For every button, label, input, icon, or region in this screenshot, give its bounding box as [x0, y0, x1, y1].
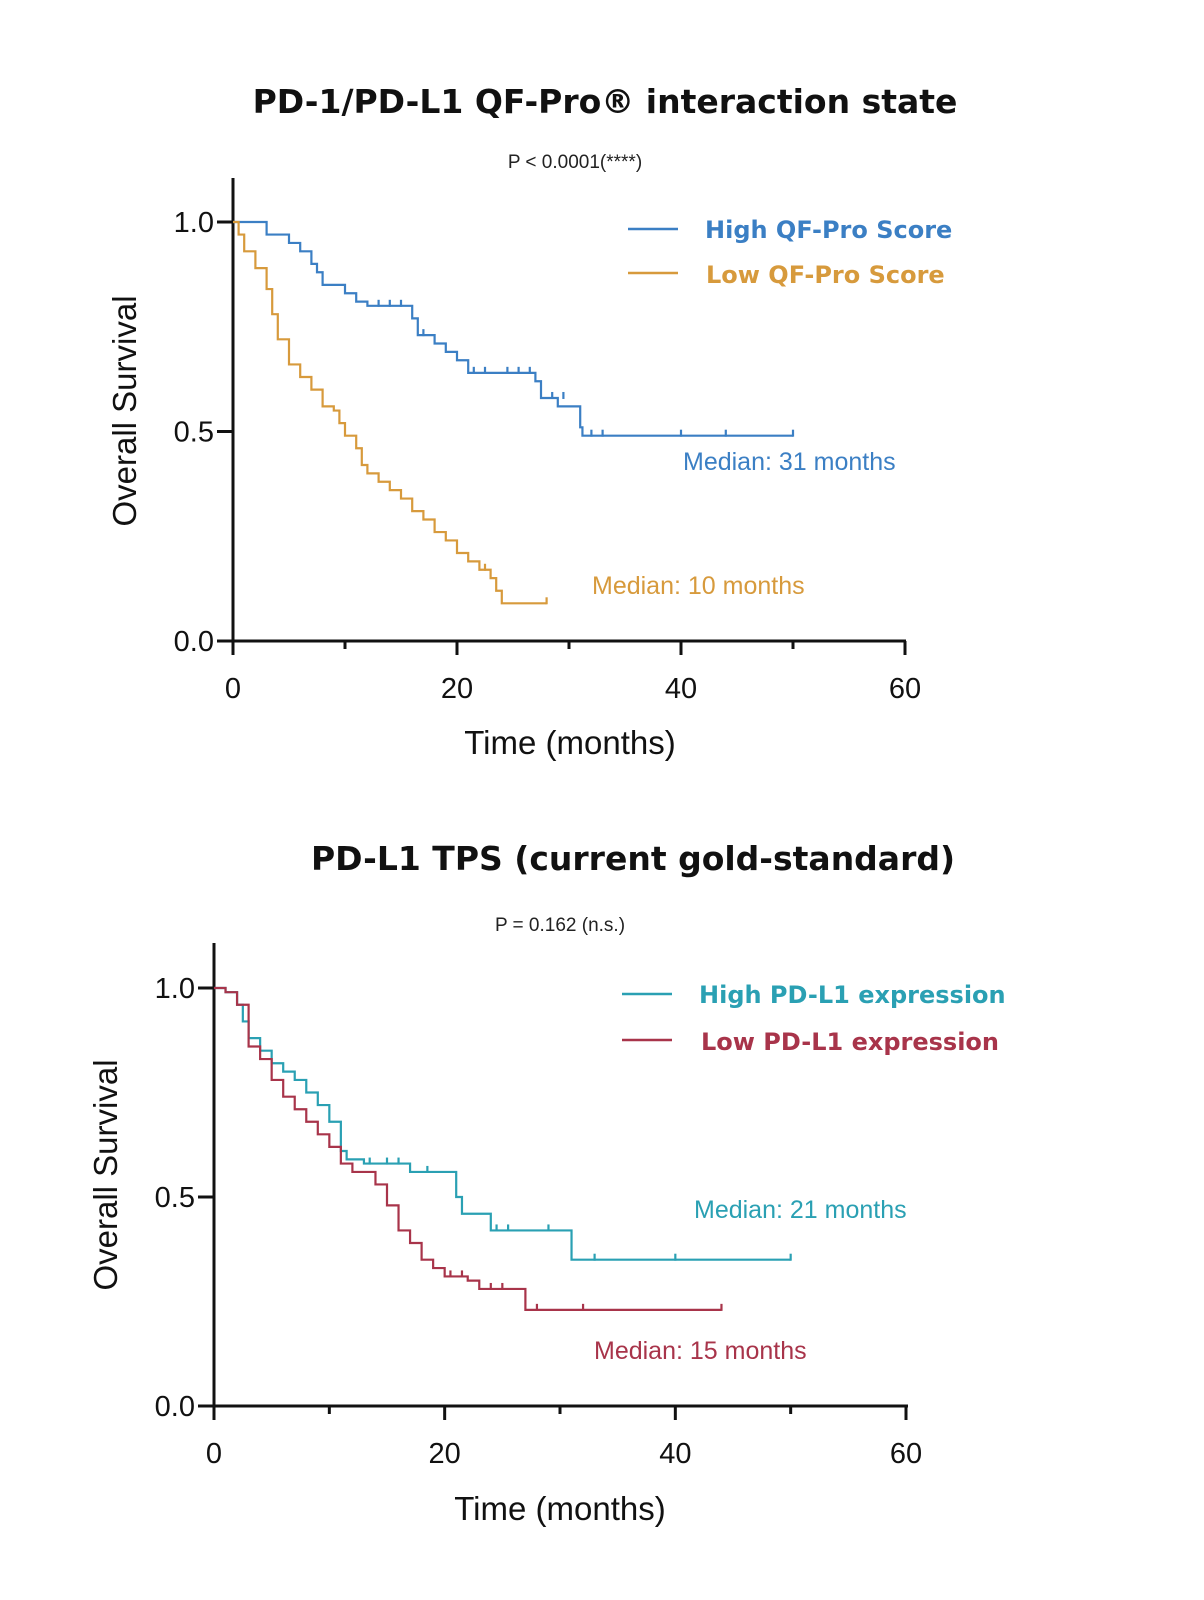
chart-1-y-tick-label: 0.5: [174, 417, 214, 449]
chart-1-ticks: 0 20 40 60 0.0 0.5 1.0: [174, 207, 921, 705]
chart-1-x-label: Time (months): [464, 724, 675, 761]
chart-2-x-label: Time (months): [454, 1490, 665, 1527]
chart-1-y-tick-label: 1.0: [174, 207, 214, 239]
survival-curve-low-pd-l1-expression: [214, 986, 722, 1311]
chart-1-x-tick-label: 60: [889, 673, 921, 705]
chart-2-y-label: Overall Survival: [87, 1059, 124, 1290]
chart-2-y-tick-label: 0.5: [155, 1182, 195, 1214]
chart-1: PD-1/PD-L1 QF-Pro® interaction state P <…: [106, 82, 957, 761]
chart-2-x-tick-label: 0: [206, 1438, 222, 1470]
legend-label-low-qf-pro: Low QF-Pro Score: [706, 261, 945, 289]
chart-2: PD-L1 TPS (current gold-standard) P = 0.…: [87, 839, 1006, 1527]
chart-2-y-tick-label: 0.0: [155, 1391, 195, 1423]
chart-1-median-high: Median: 31 months: [683, 448, 896, 476]
chart-2-ticks: 0 20 40 60 0.0 0.5 1.0: [155, 973, 922, 1470]
chart-1-title: PD-1/PD-L1 QF-Pro® interaction state: [253, 82, 958, 121]
chart-1-x-tick-label: 0: [225, 673, 241, 705]
chart-2-x-tick-label: 20: [429, 1438, 461, 1470]
chart-1-axes: [231, 178, 906, 643]
chart-2-x-tick-label: 40: [659, 1438, 691, 1470]
chart-1-series: [233, 220, 795, 605]
chart-1-x-tick-label: 40: [665, 673, 697, 705]
chart-1-legend: High QF-Pro Score Low QF-Pro Score: [628, 216, 952, 289]
legend-label-high-pd-l1: High PD-L1 expression: [699, 981, 1006, 1009]
chart-2-p-value: P = 0.162 (n.s.): [495, 915, 625, 936]
chart-1-x-tick-label: 20: [441, 673, 473, 705]
legend-label-low-pd-l1: Low PD-L1 expression: [701, 1028, 999, 1056]
chart-2-median-high: Median: 21 months: [694, 1196, 907, 1224]
chart-2-legend: High PD-L1 expression Low PD-L1 expressi…: [622, 981, 1006, 1056]
chart-1-median-low: Median: 10 months: [592, 572, 805, 600]
legend-label-high-qf-pro: High QF-Pro Score: [705, 216, 952, 244]
chart-2-series: [214, 986, 792, 1311]
survival-curve-low-qf-pro-score: [233, 220, 547, 605]
chart-2-x-tick-label: 60: [890, 1438, 922, 1470]
chart-1-p-value: P < 0.0001(****): [508, 152, 642, 173]
survival-curve-high-qf-pro-score: [233, 220, 793, 437]
chart-2-median-low: Median: 15 months: [594, 1337, 807, 1365]
chart-1-y-tick-label: 0.0: [174, 626, 214, 658]
survival-curve-high-pd-l1-expression: [214, 986, 791, 1261]
chart-2-y-tick-label: 1.0: [155, 973, 195, 1005]
chart-1-y-label: Overall Survival: [106, 295, 143, 526]
chart-2-title: PD-L1 TPS (current gold-standard): [311, 839, 955, 878]
